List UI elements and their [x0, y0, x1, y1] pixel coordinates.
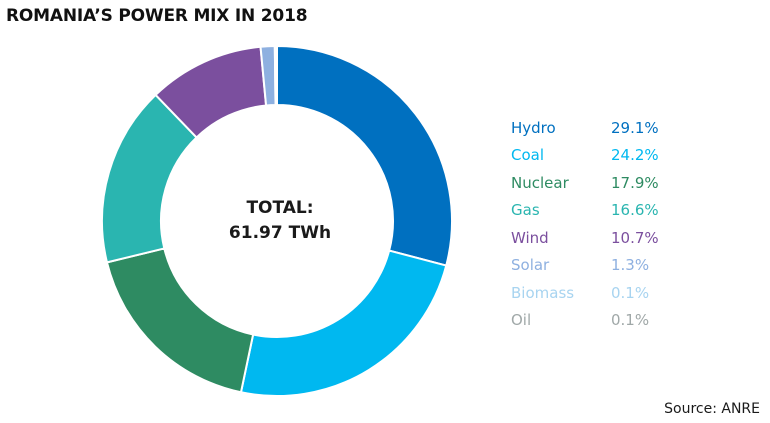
legend-label: Oil	[511, 311, 532, 330]
legend-item-nuclear: Nuclear 17.9%	[511, 169, 671, 197]
legend-label: Coal	[511, 146, 545, 165]
donut-slice-oil	[274, 44, 278, 107]
chart-title: ROMANIA’S POWER MIX IN 2018	[6, 6, 308, 26]
donut-center-label: TOTAL: 61.97 TWh	[190, 196, 370, 246]
legend-value: 17.9%	[611, 173, 659, 192]
source-note: Source: ANRE	[664, 401, 760, 417]
legend-value: 0.1%	[611, 283, 650, 302]
legend-label: Wind	[511, 228, 549, 247]
legend: Hydro 29.1% Coal 24.2% Nuclear 17.9% Gas 16.6% W…	[511, 114, 671, 334]
legend-value: 24.2%	[611, 146, 659, 165]
legend-label: Solar	[511, 256, 550, 275]
donut-chart	[101, 44, 453, 397]
legend-label: Gas	[511, 201, 540, 220]
legend-item-biomass: Biomass 0.1%	[511, 279, 671, 307]
center-label-total: 61.97 TWh	[228, 223, 332, 243]
legend-value: 1.3%	[611, 256, 650, 275]
donut-slice-hydro	[276, 44, 453, 267]
legend-label: Hydro	[511, 118, 556, 137]
legend-value: 16.6%	[611, 201, 659, 220]
legend-label: Biomass	[511, 283, 575, 302]
donut-slice-nuclear	[105, 247, 255, 394]
center-label-line1: TOTAL:	[246, 198, 314, 218]
legend-item-solar: Solar 1.3%	[511, 252, 671, 280]
legend-label: Nuclear	[511, 173, 569, 192]
legend-value: 0.1%	[611, 311, 650, 330]
legend-item-gas: Gas 16.6%	[511, 197, 671, 225]
legend-value: 29.1%	[611, 118, 659, 137]
donut-slice-coal	[239, 249, 448, 397]
legend-value: 10.7%	[611, 228, 659, 247]
legend-item-coal: Coal 24.2%	[511, 142, 671, 170]
legend-item-hydro: Hydro 29.1%	[511, 114, 671, 142]
legend-item-wind: Wind 10.7%	[511, 224, 671, 252]
legend-item-oil: Oil 0.1%	[511, 307, 671, 335]
